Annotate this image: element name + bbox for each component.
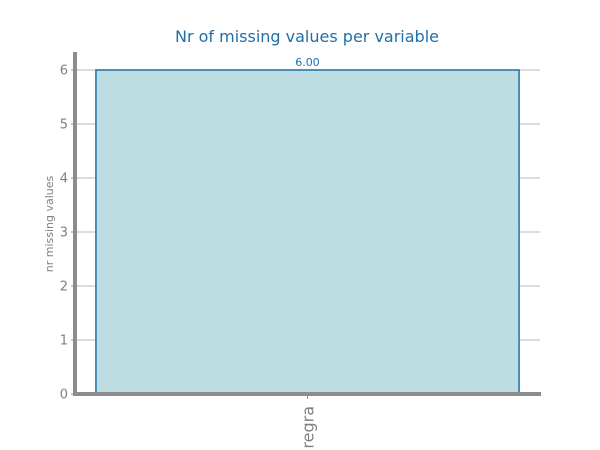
y-tick-label-3: 3 [60, 226, 68, 241]
y-tick-label-5: 5 [60, 118, 68, 133]
bar-regra [95, 69, 520, 395]
x-tick-label-0: regra [299, 406, 318, 449]
data-labels: 6.00 [295, 56, 320, 69]
data-label-regra: 6.00 [295, 56, 320, 69]
y-tick-label-2: 2 [60, 280, 68, 295]
x-ticks: regra [299, 394, 318, 449]
chart-title: Nr of missing values per variable [175, 27, 439, 46]
y-tick-label-1: 1 [60, 334, 68, 349]
y-axis-label: nr missing values [43, 175, 56, 272]
bars-group [95, 69, 520, 395]
y-tick-label-0: 0 [60, 388, 68, 403]
y-tick-label-6: 6 [60, 64, 68, 79]
y-tick-label-4: 4 [60, 172, 68, 187]
y-ticks: 0 1 2 3 4 5 6 [60, 64, 75, 403]
